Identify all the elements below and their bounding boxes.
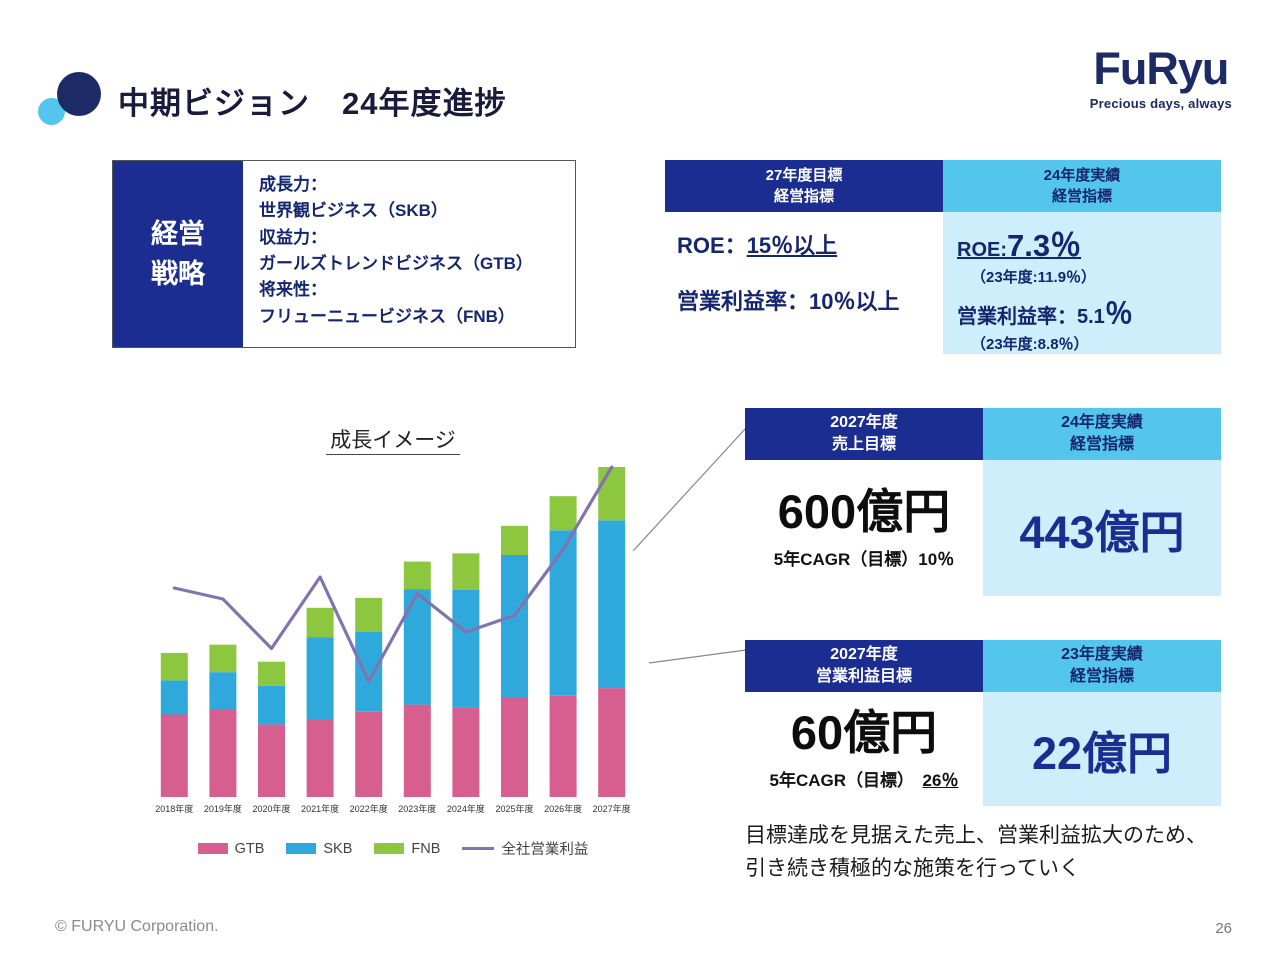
sales-actual-header-line1: 24年度実績	[1061, 413, 1143, 431]
op-actual-value: 5.1	[1077, 306, 1105, 328]
roe-target-line: ROE：15％以上	[677, 228, 935, 260]
roe-actual-line: ROE:7.3％	[957, 220, 1221, 265]
profit-actual-header: 23年度実績 経営指標	[983, 640, 1221, 692]
profit-target-box: 2027年度 営業利益目標 23年度実績 経営指標 60億円 5年CAGR（目標…	[745, 640, 1221, 806]
svg-text:2020年度: 2020年度	[252, 803, 290, 814]
roe-actual-note: （23年度:11.9％）	[971, 269, 1097, 286]
svg-text:2023年度: 2023年度	[398, 803, 436, 814]
legend-label-operating-profit: 全社営業利益	[501, 842, 589, 858]
sales-target-header-line1: 2027年度	[830, 413, 898, 431]
copyright: © FURYU Corporation.	[55, 918, 219, 935]
profit-actual-header-line1: 23年度実績	[1061, 645, 1143, 663]
summary-note: 目標達成を見据えた売上、営業利益拡大のため、 引き続き積極的な施策を行っていく	[745, 820, 1207, 885]
svg-text:2025年度: 2025年度	[495, 803, 533, 814]
management-strategy-label: 経営 戦略	[113, 161, 243, 347]
legend-item-operating-profit: 全社営業利益	[462, 838, 588, 859]
profit-target-value: 60億円	[790, 706, 938, 760]
profit-target-header: 2027年度 営業利益目標	[745, 640, 983, 692]
fnb-swatch-icon	[374, 843, 405, 854]
svg-text:2027年度: 2027年度	[593, 803, 631, 814]
profit-target-header-line2: 営業利益目標	[815, 668, 912, 685]
profit-target-header-line1: 2027年度	[830, 645, 898, 663]
sales-actual-value: 443億円	[1019, 506, 1185, 558]
op-actual-line: 営業利益率：5.1％	[957, 292, 1221, 332]
sales-target-value: 600億円	[777, 485, 951, 539]
sales-target-header-line2: 売上目標	[831, 436, 896, 453]
op-actual-note: （23年度:8.8％）	[971, 336, 1089, 353]
sales-actual-header-line2: 経営指標	[1069, 436, 1134, 453]
svg-text:2018年度: 2018年度	[155, 803, 193, 814]
sales-actual-header: 24年度実績 経営指標	[983, 408, 1221, 460]
sales-cagr-text: 5年CAGR（目標）10％	[773, 549, 955, 569]
profit-target-body: 60億円 5年CAGR（目標） 26％	[745, 692, 983, 806]
sales-actual-body: 443億円	[983, 460, 1221, 596]
roe-target-value: 15％以上	[746, 233, 838, 258]
summary-note-line2: 引き続き積極的な施策を行っていく	[745, 856, 1080, 880]
kpi-header-target: 27年度目標 経営指標	[665, 160, 943, 212]
furyu-logo: FuRyu Precious days, always	[1090, 46, 1232, 111]
svg-text:2021年度: 2021年度	[301, 803, 339, 814]
kpi-target-values: ROE：15％以上 営業利益率：10％以上	[665, 212, 943, 354]
roe-target-label: ROE：	[677, 233, 747, 258]
chart-legend: GTB SKB FNB 全社営業利益	[132, 838, 654, 859]
op-actual-label: 営業利益率：	[957, 306, 1077, 328]
strategy-line: 世界観ビジネス（SKB）	[259, 201, 448, 221]
legend-item-skb: SKB	[286, 841, 352, 857]
strategy-line: 収益力：	[259, 227, 327, 247]
page-title: 中期ビジョン 24年度進捗	[118, 86, 507, 121]
growth-stacked-bar-chart: 2018年度 2019年度 2020年度 2021年度 2022年度 2023年度 2024…	[155, 465, 631, 814]
gtb-swatch-icon	[197, 843, 228, 854]
op-actual-unit: ％	[1104, 298, 1133, 329]
legend-label-fnb: FNB	[411, 840, 441, 857]
decorative-circle-dark	[57, 72, 101, 116]
strategy-label-line1: 経営	[151, 218, 205, 249]
skb-swatch-icon	[286, 843, 317, 854]
strategy-line: ガールズトレンドビジネス（GTB）	[259, 254, 533, 274]
strategy-line: 将来性：	[259, 280, 327, 300]
summary-note-line1: 目標達成を見据えた売上、営業利益拡大のため、	[745, 824, 1207, 847]
kpi-table: 27年度目標 経営指標 24年度実績 経営指標 ROE：15％以上 営業利益率：…	[665, 160, 1221, 354]
profit-cagr-value: 26％	[922, 770, 959, 790]
svg-text:2019年度: 2019年度	[204, 803, 242, 814]
svg-text:2022年度: 2022年度	[350, 803, 388, 814]
furyu-logo-tagline: Precious days, always	[1089, 96, 1232, 111]
operating-profit-line-icon	[462, 847, 495, 850]
management-strategy-box: 経営 戦略 成長力： 世界観ビジネス（SKB） 収益力： ガールズトレンドビジネ…	[112, 160, 576, 348]
strategy-label-line2: 戦略	[151, 259, 205, 289]
legend-item-gtb: GTB	[197, 840, 265, 857]
furyu-logo-text: FuRyu	[1093, 43, 1229, 94]
kpi-actual-values: ROE:7.3％ （23年度:11.9％） 営業利益率：5.1％ （23年度:8…	[943, 212, 1221, 354]
legend-label-gtb: GTB	[234, 840, 265, 857]
kpi-header-actual: 24年度実績 経営指標	[943, 160, 1221, 212]
svg-text:2026年度: 2026年度	[544, 803, 582, 814]
kpi-header-target-line2: 経営指標	[773, 188, 834, 205]
legend-item-fnb: FNB	[374, 841, 440, 857]
strategy-line: 成長力：	[259, 175, 327, 194]
profit-cagr-label: 5年CAGR（目標）	[769, 770, 923, 790]
management-strategy-body: 成長力： 世界観ビジネス（SKB） 収益力： ガールズトレンドビジネス（GTB）…	[243, 161, 575, 347]
profit-actual-header-line2: 経営指標	[1069, 668, 1134, 685]
chart-title: 成長イメージ	[142, 424, 644, 455]
profit-cagr-text: 5年CAGR（目標） 26％	[770, 766, 959, 791]
svg-text:2024年度: 2024年度	[447, 803, 485, 814]
kpi-header-actual-line1: 24年度実績	[1043, 167, 1121, 184]
op-margin-target-line: 営業利益率：10％以上	[677, 289, 900, 314]
sales-target-box: 2027年度 売上目標 24年度実績 経営指標 600億円 5年CAGR（目標）…	[745, 408, 1221, 596]
roe-actual-value: 7.3％	[1007, 228, 1082, 263]
strategy-line: フリューニュービジネス（FNB）	[259, 306, 515, 326]
profit-actual-body: 22億円	[983, 692, 1221, 806]
page-number: 26	[1215, 920, 1232, 937]
kpi-header-target-line1: 27年度目標	[765, 167, 843, 184]
sales-target-header: 2027年度 売上目標	[745, 408, 983, 460]
legend-label-skb: SKB	[323, 840, 353, 857]
roe-actual-label: ROE:	[957, 239, 1007, 261]
kpi-header-actual-line2: 経営指標	[1051, 188, 1112, 205]
profit-actual-value: 22億円	[1031, 727, 1173, 779]
sales-target-body: 600億円 5年CAGR（目標）10％	[745, 460, 983, 596]
